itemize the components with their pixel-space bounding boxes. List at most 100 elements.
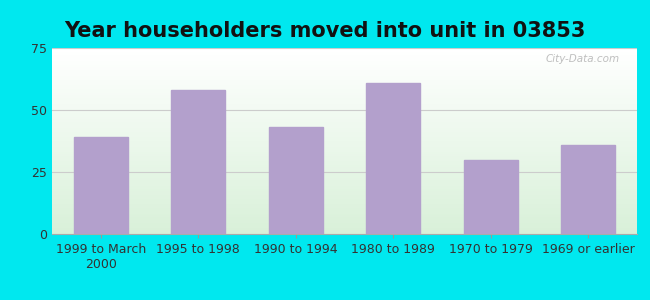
Bar xyxy=(52,215,637,217)
Bar xyxy=(52,172,637,175)
Bar xyxy=(52,204,637,206)
Bar xyxy=(52,180,637,182)
Bar xyxy=(52,61,637,63)
Bar xyxy=(52,59,637,61)
Bar xyxy=(52,56,637,57)
Bar xyxy=(464,160,517,234)
Bar xyxy=(52,91,637,93)
Bar xyxy=(52,117,637,119)
Bar xyxy=(52,111,637,113)
Bar xyxy=(52,143,637,145)
Bar xyxy=(52,200,637,202)
Bar xyxy=(52,89,637,91)
Bar xyxy=(52,65,637,67)
Bar xyxy=(52,165,637,167)
Bar xyxy=(52,134,637,135)
Bar xyxy=(52,57,637,59)
Bar xyxy=(52,82,637,83)
Bar xyxy=(52,96,637,98)
Bar xyxy=(52,195,637,197)
Bar xyxy=(52,50,637,52)
Bar xyxy=(52,197,637,199)
Bar xyxy=(52,67,637,68)
Bar xyxy=(52,226,637,228)
Bar xyxy=(52,154,637,156)
Bar xyxy=(52,186,637,188)
Bar xyxy=(52,152,637,154)
Bar xyxy=(52,191,637,193)
Bar xyxy=(52,76,637,78)
Bar xyxy=(52,176,637,178)
Bar xyxy=(52,121,637,122)
Bar xyxy=(269,128,322,234)
Bar xyxy=(52,126,637,128)
Bar xyxy=(52,78,637,80)
Bar xyxy=(52,94,637,96)
Bar xyxy=(52,199,637,200)
Bar xyxy=(52,219,637,221)
Bar xyxy=(52,230,637,232)
Bar xyxy=(52,87,637,89)
Bar xyxy=(52,221,637,223)
Bar xyxy=(52,52,637,54)
Bar xyxy=(52,54,637,56)
Bar xyxy=(52,119,637,121)
Bar xyxy=(52,175,637,176)
Bar xyxy=(52,188,637,189)
Bar xyxy=(52,104,637,106)
Bar xyxy=(52,158,637,160)
Text: City-Data.com: City-Data.com xyxy=(545,54,619,64)
Bar xyxy=(52,150,637,152)
Bar xyxy=(52,202,637,204)
Bar xyxy=(52,48,637,50)
Bar xyxy=(52,74,637,76)
Bar xyxy=(52,124,637,126)
Bar xyxy=(52,128,637,130)
Bar xyxy=(52,137,637,139)
Bar xyxy=(52,100,637,102)
Bar xyxy=(52,232,637,234)
Bar xyxy=(52,184,637,186)
Bar xyxy=(52,147,637,148)
Bar xyxy=(52,70,637,72)
Bar xyxy=(52,208,637,210)
Bar xyxy=(52,148,637,150)
Bar xyxy=(52,212,637,214)
Bar xyxy=(52,210,637,212)
Bar xyxy=(52,83,637,85)
Bar xyxy=(52,161,637,163)
Bar xyxy=(52,189,637,191)
Bar xyxy=(52,171,637,172)
Bar xyxy=(52,217,637,219)
Bar xyxy=(52,139,637,141)
Bar xyxy=(52,156,637,158)
Bar xyxy=(52,122,637,124)
Bar xyxy=(52,72,637,74)
Bar xyxy=(367,83,420,234)
Bar xyxy=(52,182,637,184)
Bar xyxy=(52,193,637,195)
Bar xyxy=(52,169,637,171)
Bar xyxy=(52,85,637,87)
Bar xyxy=(52,228,637,230)
Bar xyxy=(172,90,225,234)
Bar xyxy=(52,214,637,215)
Bar xyxy=(52,167,637,169)
Bar xyxy=(52,106,637,107)
Bar xyxy=(562,145,615,234)
Bar xyxy=(52,223,637,225)
Bar xyxy=(52,63,637,65)
Bar xyxy=(52,113,637,115)
Bar xyxy=(52,178,637,180)
Bar xyxy=(52,141,637,143)
Bar xyxy=(52,132,637,134)
Bar xyxy=(52,110,637,111)
Bar xyxy=(52,206,637,208)
Bar xyxy=(52,130,637,132)
Bar xyxy=(74,137,127,234)
Bar xyxy=(52,145,637,147)
Bar xyxy=(52,115,637,117)
Bar xyxy=(52,93,637,94)
Bar xyxy=(52,135,637,137)
Bar xyxy=(52,98,637,100)
